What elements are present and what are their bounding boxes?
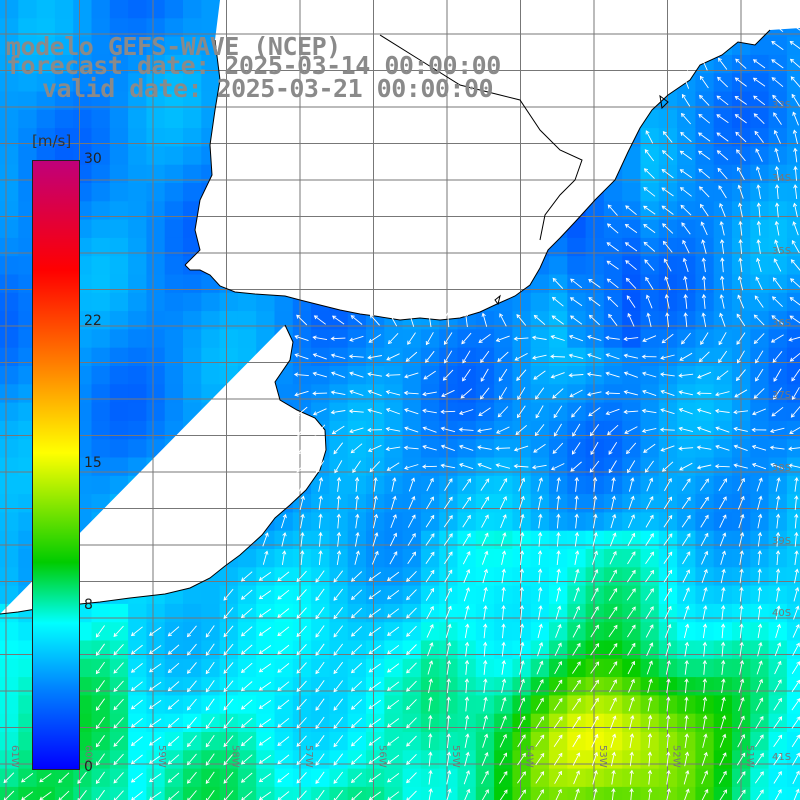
latitude-label: 34S [772, 173, 791, 184]
latitude-label: 35S [772, 246, 791, 257]
longitude-label: 58W [230, 745, 241, 768]
colorbar-unit: [m/s] [32, 132, 72, 150]
latitude-label: 41S [772, 752, 791, 763]
latitude-label: 40S [772, 608, 791, 619]
land-mass [0, 0, 800, 614]
wind-direction-arrows [3, 3, 800, 800]
colorbar-tick-label: 15 [84, 455, 102, 471]
latitude-label: 36S [772, 318, 791, 329]
longitude-label: 53W [597, 745, 608, 768]
longitude-label: 57W [303, 745, 314, 768]
longitude-label: 51W [744, 745, 755, 768]
colorbar-tick-label: 8 [84, 596, 93, 613]
longitude-label: 60W [83, 745, 94, 768]
longitude-label: 56W [377, 745, 388, 768]
model-title: modelo GEFS-WAVE (NCEP) [6, 32, 341, 61]
latitude-label: 37S [772, 390, 791, 401]
colorbar-tick-label: 30 [84, 151, 102, 167]
latitude-label: 33S [772, 100, 791, 111]
coastline [0, 29, 771, 615]
longitude-label: 55W [450, 745, 461, 768]
longitude-label: 52W [671, 745, 682, 768]
forecast-date: forecast date: 2025-03-14 00:00:00 [6, 51, 501, 80]
latitude-label: 39S [772, 536, 791, 547]
longitude-label: 61W [9, 745, 20, 768]
longitude-label: 59W [156, 745, 167, 768]
latitude-labels: 33S 34S 35S 36S 37S 38S 39S 40S 41S [772, 100, 791, 763]
valid-date: valid date: 2025-03-21 00:00:00 [42, 74, 494, 103]
longitude-label: 54W [524, 745, 535, 768]
longitude-labels: 61W 60W 59W 58W 57W 56W 55W 54W 53W 52W 51W [9, 745, 755, 768]
colorbar-tick-label: 22 [84, 313, 102, 330]
latitude-label: 38S [772, 463, 791, 474]
colorbar-tick-label: 0 [84, 759, 93, 775]
colorbar [32, 160, 80, 770]
